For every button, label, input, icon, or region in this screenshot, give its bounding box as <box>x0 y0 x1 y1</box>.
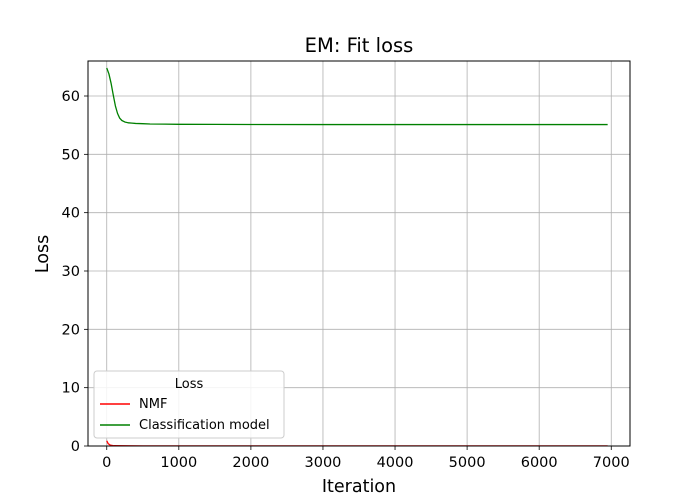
y-axis-label: Loss <box>33 235 53 273</box>
x-tick-label: 6000 <box>521 455 558 471</box>
x-axis-label: Iteration <box>322 477 396 497</box>
legend: Loss NMF Classification model <box>93 370 285 439</box>
plot-frame <box>87 60 631 447</box>
y-tick-label: 50 <box>62 147 80 163</box>
x-tick-label: 0 <box>102 455 111 471</box>
y-tick-label: 0 <box>71 439 80 455</box>
x-tick-label: 7000 <box>593 455 630 471</box>
axis-ticks: 0 1000 2000 3000 4000 5000 6000 7000 0 10 20 30 40 50… <box>62 89 630 471</box>
x-tick-label: 4000 <box>377 455 414 471</box>
legend-label-classification-model: Classification model <box>139 418 270 433</box>
chart-title: EM: Fit loss <box>305 34 414 57</box>
legend-box <box>93 370 285 439</box>
x-tick-label: 5000 <box>449 455 486 471</box>
x-tick-label: 3000 <box>305 455 342 471</box>
legend-label-nmf: NMF <box>139 397 167 412</box>
y-tick-label: 30 <box>62 264 80 280</box>
y-tick-label: 60 <box>62 89 80 105</box>
x-tick-label: 2000 <box>232 455 269 471</box>
y-tick-label: 20 <box>62 322 80 338</box>
x-tick-label: 1000 <box>160 455 197 471</box>
y-tick-label: 40 <box>62 206 80 222</box>
y-tick-label: 10 <box>62 381 80 397</box>
series-line-classification-model <box>106 67 608 126</box>
legend-title: Loss <box>175 377 204 392</box>
